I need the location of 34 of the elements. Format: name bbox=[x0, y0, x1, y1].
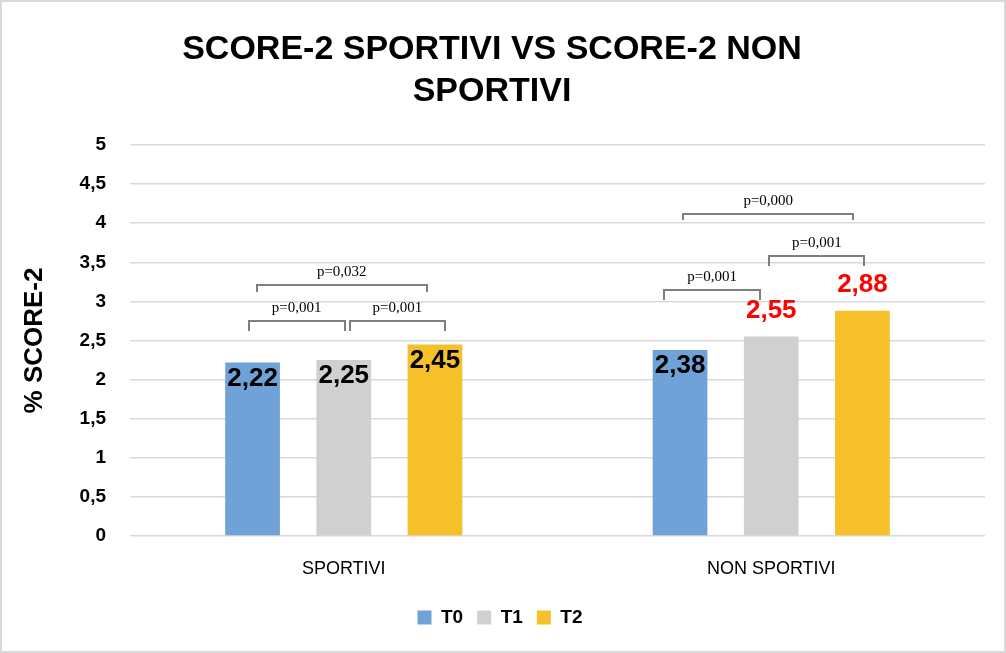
bar bbox=[225, 362, 280, 536]
bar bbox=[407, 344, 463, 536]
y-tick-label: 1,5 bbox=[79, 406, 107, 428]
legend-label: T2 bbox=[560, 605, 583, 627]
annotation: p=0,001 bbox=[687, 267, 737, 285]
data-label: 2,22 bbox=[227, 361, 278, 392]
data-label: 2,88 bbox=[837, 267, 888, 298]
y-tick-label: 2,5 bbox=[79, 328, 107, 350]
annotation: p=0,032 bbox=[316, 262, 367, 280]
data-label: 2,25 bbox=[318, 359, 370, 390]
annotation: p=0,001 bbox=[791, 233, 842, 251]
legend-label: T0 bbox=[440, 605, 464, 627]
legend-label: T1 bbox=[500, 605, 524, 627]
y-tick-label: 5 bbox=[95, 133, 107, 155]
y-tick-label: 0,5 bbox=[79, 485, 107, 507]
bar bbox=[835, 310, 890, 536]
y-tick-label: 3,5 bbox=[79, 250, 107, 272]
x-tick-label: SPORTIVI bbox=[301, 557, 386, 578]
y-tick-label: 0 bbox=[95, 524, 106, 546]
data-label: 2,55 bbox=[745, 293, 797, 324]
annotation: p=0,001 bbox=[271, 298, 322, 316]
y-axis-title: % SCORE-2 bbox=[17, 267, 48, 414]
chart-title: SCORE-2 SPORTIVI VS SCORE-2 NON SPORTIVI bbox=[181, 27, 803, 110]
annotation: p=0,001 bbox=[372, 298, 423, 316]
data-label: 2,45 bbox=[409, 343, 461, 374]
annotation: p=0,000 bbox=[743, 191, 794, 209]
y-tick-label: 2 bbox=[95, 367, 106, 389]
y-tick-label: 4,5 bbox=[79, 172, 107, 194]
x-tick-label: NON SPORTIVI bbox=[706, 557, 836, 578]
y-tick-label: 3 bbox=[95, 289, 106, 311]
data-label: 2,38 bbox=[654, 349, 706, 380]
y-tick-label: 4 bbox=[95, 211, 107, 233]
y-tick-label: 1 bbox=[95, 446, 107, 468]
bar bbox=[652, 349, 708, 536]
